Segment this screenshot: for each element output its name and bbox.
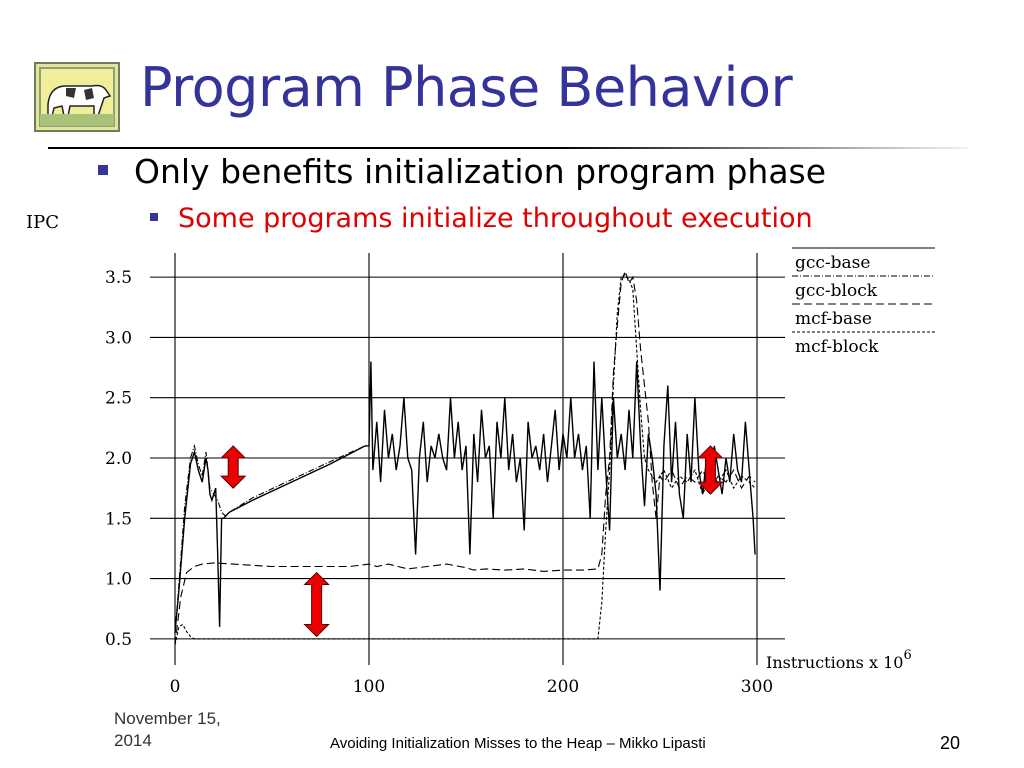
bullet-primary: Only benefits initialization program pha…	[98, 152, 826, 191]
chart-ticks: 0.5 1.0 1.5 2.0 2.5 3.0 3.5 0 100 200 300	[105, 268, 773, 697]
legend-label: mcf-block	[795, 337, 879, 357]
x-tick-label: 100	[353, 677, 385, 697]
legend-label: gcc-base	[795, 253, 870, 273]
cow-painting-icon	[34, 62, 120, 132]
slide-number: 20	[940, 733, 961, 753]
legend-label: gcc-block	[795, 281, 878, 301]
bullet-square-icon	[98, 164, 108, 175]
series-line-gcc-block	[174, 443, 369, 633]
y-tick-label: 0.5	[105, 630, 132, 650]
chart-legend: gcc-base gcc-block mcf-base mcf-block	[792, 247, 935, 357]
x-tick-label: 300	[741, 677, 773, 697]
page-title: Program Phase Behavior	[140, 56, 793, 119]
y-tick-label: 2.5	[105, 389, 132, 409]
y-tick-label: 3.0	[105, 328, 132, 348]
y-tick-label: 2.0	[105, 449, 132, 469]
bullet-square-icon	[150, 212, 158, 221]
chart-annotations	[219, 445, 724, 638]
series-line-mcf-block	[174, 273, 756, 646]
double-arrow-icon	[697, 445, 724, 495]
footer-date: November 15, 2014	[114, 709, 221, 750]
x-axis-label-text: Instructions x 10	[766, 653, 903, 672]
x-tick-label: 200	[547, 677, 579, 697]
bullet-secondary-text: Some programs initialize throughout exec…	[178, 203, 813, 234]
bullet-primary-text: Only benefits initialization program pha…	[134, 152, 827, 191]
y-axis-label: IPC	[26, 212, 59, 233]
double-arrow-icon	[303, 571, 330, 638]
chart-series	[174, 269, 756, 646]
footer-title: Avoiding Initialization Misses to the He…	[330, 735, 706, 752]
series-line-gcc-base	[174, 361, 756, 633]
bullet-secondary: Some programs initialize throughout exec…	[150, 203, 813, 234]
double-arrow-icon	[219, 445, 247, 489]
x-tick-label: 0	[170, 677, 181, 697]
y-tick-label: 1.5	[105, 509, 132, 529]
x-axis-label-exponent: 6	[903, 648, 911, 663]
x-axis-label: Instructions x 106	[766, 648, 912, 672]
y-tick-label: 3.5	[105, 268, 132, 288]
legend-label: mcf-base	[795, 309, 872, 329]
title-divider	[48, 147, 968, 149]
y-tick-label: 1.0	[105, 570, 132, 590]
series-line-mcf-base	[174, 269, 756, 645]
